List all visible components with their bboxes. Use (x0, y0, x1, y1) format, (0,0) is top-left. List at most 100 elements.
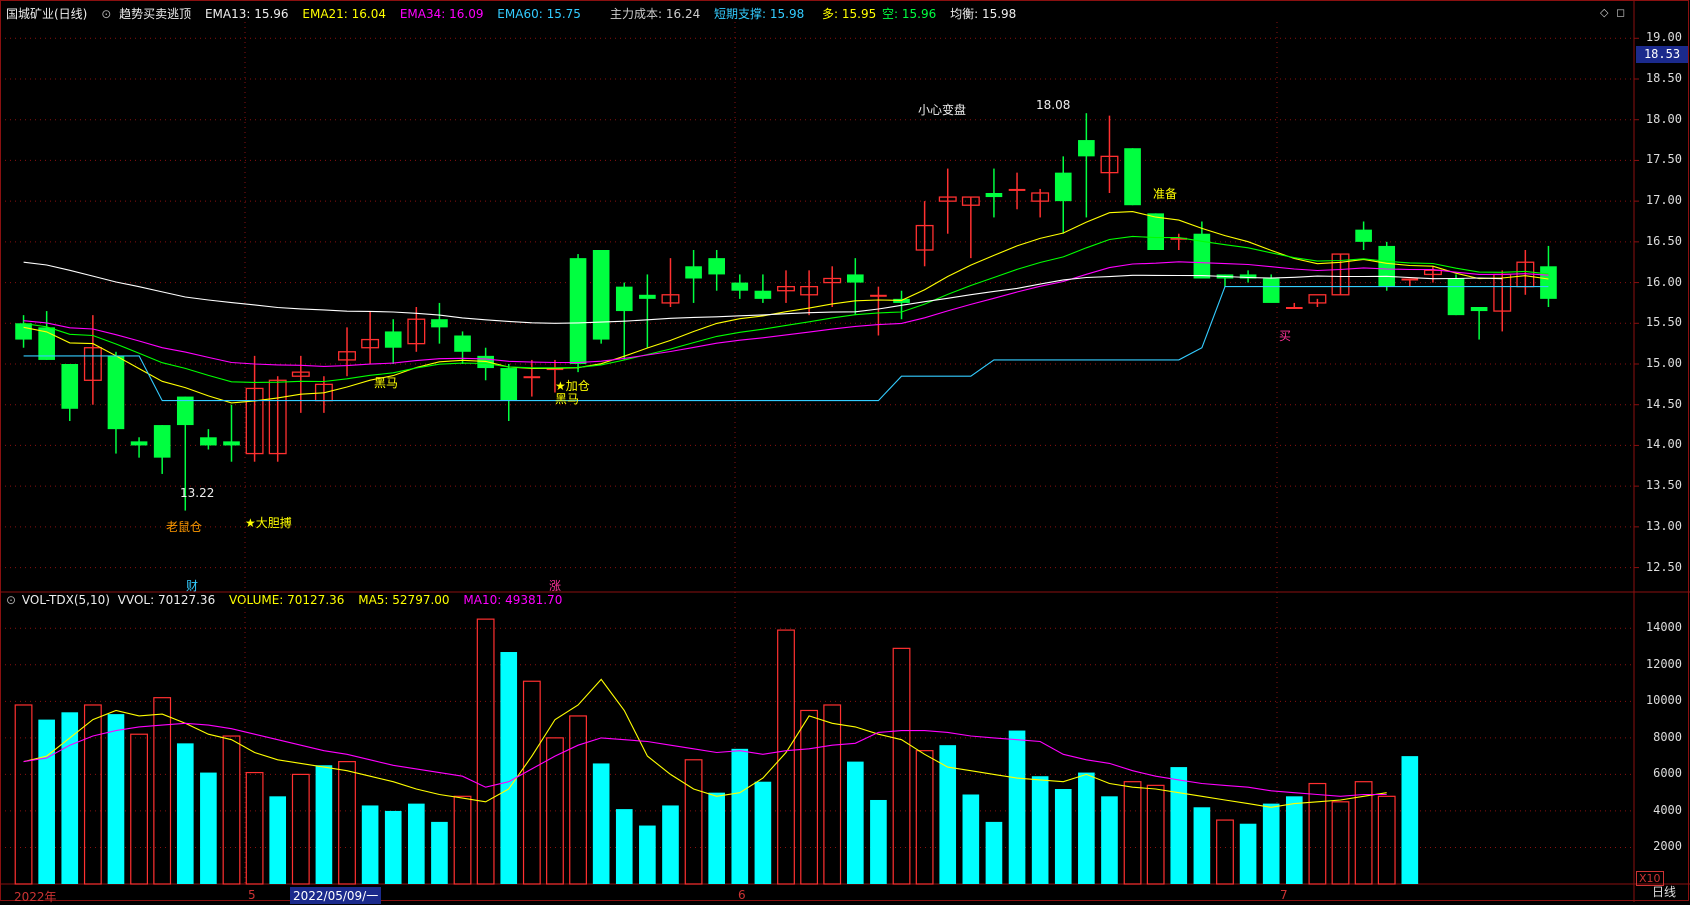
volume-bar (1354, 781, 1373, 885)
volume-bar (1101, 796, 1118, 884)
candle-body (1355, 229, 1372, 242)
volume-bar (1401, 756, 1419, 884)
limit-up-marker[interactable]: 涨 (549, 579, 562, 593)
volume-bar (708, 792, 726, 884)
volume-bar (731, 748, 749, 884)
diamond-icon[interactable]: ◇ (1600, 6, 1609, 19)
price-axis-label: 16.50 (1645, 233, 1682, 248)
volume-bar (453, 795, 472, 885)
zoom-tag[interactable]: X10 (1636, 871, 1664, 886)
finance-marker[interactable]: 财 (186, 579, 199, 593)
volume-bar (1170, 767, 1188, 884)
candle-body (754, 290, 772, 299)
volume-bar (939, 745, 957, 884)
candle-body (1124, 148, 1141, 206)
candle-body (384, 331, 402, 348)
candle-body (454, 335, 471, 352)
candle-body (15, 323, 32, 340)
volume-bar (915, 750, 934, 885)
volume-bar (245, 771, 264, 885)
candle-body (245, 387, 264, 455)
candle-body (268, 379, 287, 455)
x-axis-june: 6 (738, 888, 746, 902)
volume-axis-label: 2000 (1653, 839, 1682, 854)
volume-bar (431, 821, 448, 884)
candle-body (200, 437, 217, 446)
volume-bar (107, 714, 125, 884)
heima-signal: 黑马 (374, 376, 399, 390)
volume-bar (1308, 782, 1327, 885)
volume-bar (754, 781, 772, 884)
volume-bar (569, 715, 587, 885)
indicator-icon[interactable]: ⊙ (101, 7, 112, 21)
volume-bar (1193, 807, 1211, 884)
ema60-value: EMA60: 15.75 (497, 7, 581, 21)
candle-body (985, 193, 1003, 198)
candle-body (915, 224, 934, 251)
period-label[interactable]: 日线 (1651, 885, 1676, 899)
volume-bar (1216, 819, 1234, 885)
volume-bar (14, 704, 33, 885)
candle-body (1262, 278, 1280, 303)
ema21-value: EMA21: 16.04 (302, 7, 387, 21)
volume-bar (384, 810, 402, 884)
x-axis-may: 5 (248, 888, 256, 902)
candle-body (1308, 294, 1327, 304)
volume-bar (962, 794, 980, 884)
buy-signal: 买 (1279, 329, 1292, 343)
volume-indicator-name[interactable]: VOL-TDX(5,10) (21, 593, 110, 607)
candle-body (338, 351, 356, 361)
price-axis-label: 13.50 (1645, 478, 1682, 493)
candle-body (1031, 192, 1050, 202)
ema13-line (23, 211, 1549, 404)
volume-bar (592, 763, 610, 884)
price-axis-label: 14.00 (1645, 437, 1682, 452)
price-axis-label: 13.00 (1645, 518, 1682, 533)
candle-body (615, 286, 633, 312)
volume-bar (153, 697, 172, 885)
candle-body (1078, 140, 1095, 157)
volume-axis-label: 12000 (1645, 656, 1682, 671)
volume-bar (200, 772, 217, 884)
candle-body (500, 368, 518, 401)
volume-bar (1262, 803, 1280, 884)
ema34-line (23, 261, 1549, 367)
price-axis-label: 15.50 (1645, 315, 1682, 330)
volume-bar (361, 805, 379, 884)
volume-bar (800, 709, 819, 885)
candle-body (523, 376, 541, 379)
kong-value: 空: 15.96 (882, 7, 937, 21)
volume-bar (662, 805, 679, 884)
ema34-value: EMA34: 16.09 (399, 7, 484, 21)
candle-body (1008, 188, 1026, 191)
cost-header: 主力成本: 16.24 短期支撑: 15.98 (610, 5, 814, 22)
volume-bar (1146, 784, 1165, 885)
xiaoxin-signal: 小心变盘 (918, 103, 967, 117)
price-axis-label: 12.50 (1645, 559, 1682, 574)
volume-bar (222, 735, 241, 885)
indicator-name[interactable]: 趋势买卖逃顶 (119, 7, 192, 21)
price-axis-label: 18.50 (1645, 71, 1682, 85)
volume-bar (1008, 730, 1026, 884)
candle-body (153, 425, 171, 458)
volume-axis-label: 14000 (1645, 620, 1682, 635)
volume-ma10-line (23, 722, 1387, 797)
expand-icon[interactable]: ◻ (1616, 6, 1626, 19)
candle-body (107, 355, 125, 430)
zhunbei-signal: 准备 (1153, 187, 1178, 201)
volume-bar (1239, 823, 1257, 884)
volume-indicator-icon[interactable]: ⊙ (6, 593, 17, 607)
volume-bar (315, 765, 333, 884)
balance-header: 多: 15.95 空: 15.96 均衡: 15.98 (822, 5, 1026, 22)
price-axis-label: 17.50 (1645, 152, 1682, 167)
support-value: 短期支撑: 15.98 (714, 7, 805, 21)
volume-axis-label: 4000 (1653, 802, 1682, 817)
candle-body (708, 258, 726, 275)
volume-bar (522, 680, 541, 885)
stock-title[interactable]: 国城矿业(日线) (6, 7, 88, 21)
candle-body (846, 274, 864, 283)
heima-signal-2: 黑马 (555, 392, 580, 406)
candle-body (1100, 155, 1119, 174)
